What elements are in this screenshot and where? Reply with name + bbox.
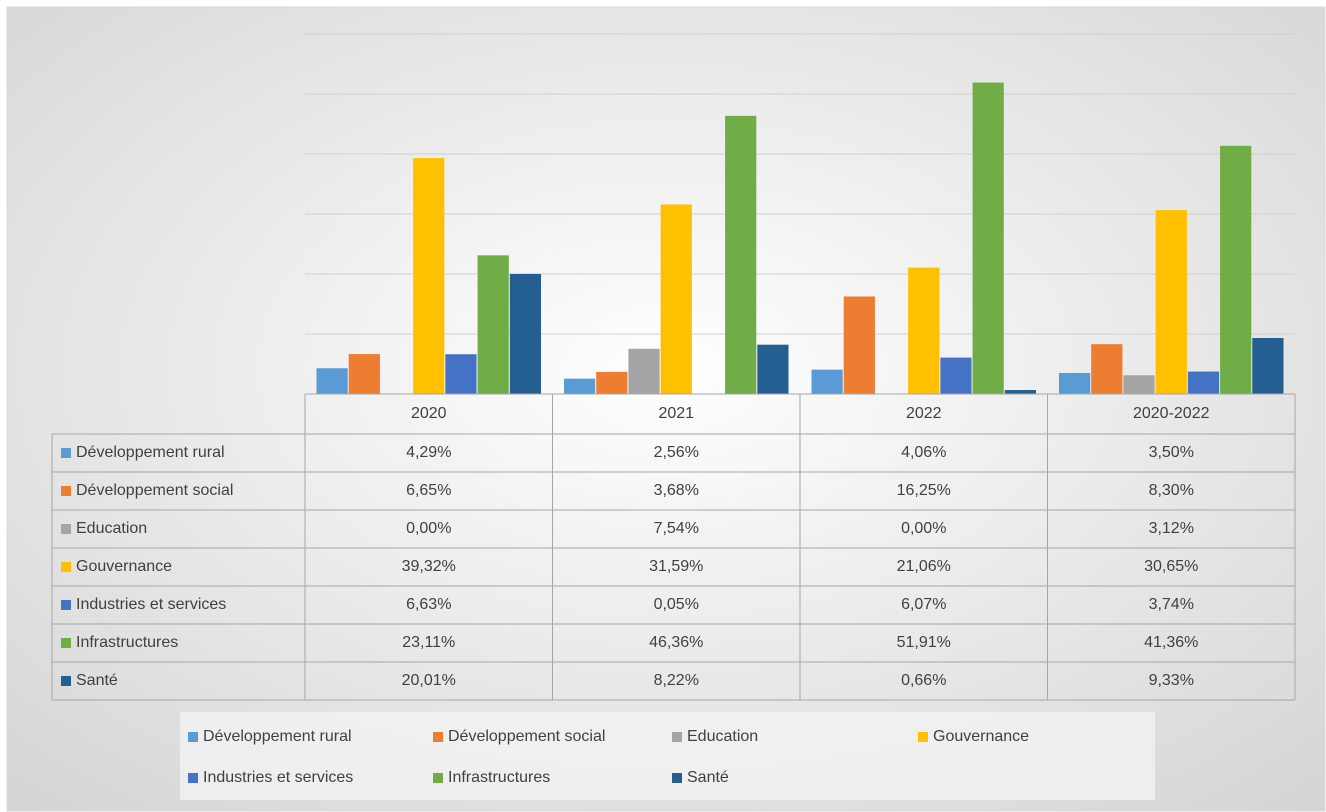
table-row-label: Développement social [76,482,233,499]
table-legend-key [61,638,71,648]
table-cell: 9,33% [1149,672,1194,689]
legend-key [433,732,443,742]
table-row-label: Education [76,520,147,537]
table-cell: 0,05% [654,596,699,613]
table-cell: 3,50% [1149,444,1194,461]
bar [1123,375,1155,394]
legend-key [188,732,198,742]
legend-key [188,773,198,783]
legend-box [180,712,1155,800]
table-cell: 31,59% [649,558,703,575]
table-row-label: Développement rural [76,444,225,461]
bar [843,296,875,394]
table-legend-key [61,676,71,686]
table-cell: 6,63% [406,596,451,613]
table-legend-key [61,448,71,458]
table-cell: 46,36% [649,634,703,651]
bar [940,357,972,394]
legend-label: Education [687,728,758,745]
table-legend-key [61,562,71,572]
bar [757,344,789,394]
table-cell: 3,12% [1149,520,1194,537]
table-cell: 21,06% [897,558,951,575]
bar [908,267,940,394]
table-cell: 51,91% [897,634,951,651]
table-header: 2021 [658,405,694,422]
table-cell: 8,30% [1149,482,1194,499]
table-cell: 39,32% [402,558,456,575]
table-legend-key [61,524,71,534]
table-cell: 23,11% [402,634,455,651]
legend-key [672,732,682,742]
table-cell: 16,25% [897,482,951,499]
bar [1004,390,1036,394]
table-cell: 7,54% [654,520,699,537]
table-row-label: Gouvernance [76,558,172,575]
bar [628,348,660,394]
legend-label: Développement social [448,728,605,745]
table-header: 2020 [411,405,447,422]
table-header: 2020-2022 [1133,405,1210,422]
bar [1252,338,1284,394]
bar [1059,373,1091,394]
table-legend-key [61,600,71,610]
table-legend-key [61,486,71,496]
legend-key [672,773,682,783]
table-cell: 6,07% [901,596,946,613]
bar [413,158,445,394]
bar [509,273,541,394]
legend-label: Gouvernance [933,728,1029,745]
table-cell: 6,65% [406,482,451,499]
table-cell: 2,56% [654,444,699,461]
chart-background [6,6,1326,812]
legend-key [433,773,443,783]
table-cell: 0,66% [901,672,946,689]
table-row-label: Industries et services [76,596,226,613]
bar [1155,210,1187,394]
table-cell: 0,00% [901,520,946,537]
bar [596,371,628,394]
table-cell: 30,65% [1144,558,1198,575]
table-cell: 4,06% [901,444,946,461]
bar [1187,371,1220,394]
bar [725,115,757,394]
table-cell: 8,22% [654,672,699,689]
bar [1091,344,1123,394]
table-row-label: Infrastructures [76,634,178,651]
legend-label: Développement rural [203,728,352,745]
legend-label: Santé [687,769,729,786]
bar [477,255,509,394]
table-cell: 0,00% [406,520,451,537]
bar [445,354,477,394]
table-cell: 3,74% [1149,596,1194,613]
bar [348,354,380,394]
table-cell: 3,68% [654,482,699,499]
bar [564,378,596,394]
bar [972,82,1004,394]
table-row-label: Santé [76,672,118,689]
legend-key [918,732,928,742]
table-header: 2022 [906,405,942,422]
legend-label: Infrastructures [448,769,550,786]
bar [316,368,348,394]
legend-label: Industries et services [203,769,353,786]
table-cell: 4,29% [406,444,451,461]
bar [811,369,843,394]
table-cell: 41,36% [1144,634,1198,651]
bar [660,204,692,394]
table-cell: 20,01% [402,672,456,689]
bar [1220,145,1252,394]
